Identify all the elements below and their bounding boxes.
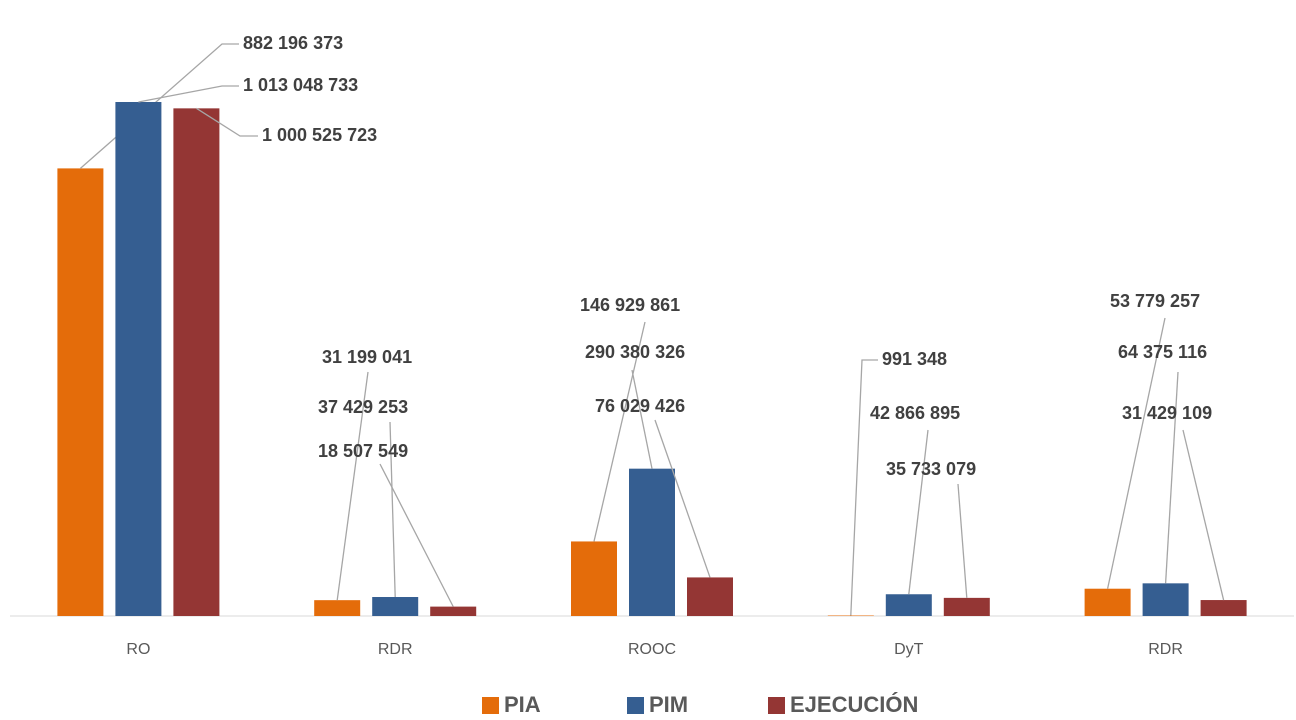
legend-label: EJECUCIÓN (790, 692, 918, 717)
data-label: 53 779 257 (1110, 291, 1200, 311)
data-label: 146 929 861 (580, 295, 680, 315)
legend-label: PIM (649, 692, 688, 717)
x-tick-label: ROOC (628, 641, 676, 658)
data-label: 18 507 549 (318, 441, 408, 461)
bar (173, 108, 219, 616)
leader-line (1183, 430, 1224, 600)
bar (372, 597, 418, 616)
bar (571, 541, 617, 616)
bar (828, 615, 874, 616)
leader-line (138, 86, 239, 102)
data-label: 64 375 116 (1118, 342, 1207, 362)
data-label: 37 429 253 (318, 397, 408, 417)
leader-line (632, 370, 652, 469)
data-label: 882 196 373 (243, 33, 343, 53)
bar (1143, 583, 1189, 616)
bar (314, 600, 360, 616)
legend-label: PIA (504, 692, 541, 717)
legend-swatch (627, 697, 644, 714)
data-label: 42 866 895 (870, 403, 960, 423)
data-label: 1 000 525 723 (262, 125, 377, 145)
bar (1085, 589, 1131, 616)
bar (115, 102, 161, 616)
x-tick-label: RDR (378, 641, 413, 658)
bar (57, 168, 103, 616)
data-label: 1 013 048 733 (243, 75, 358, 95)
chart: RO RDR ROOC DyT RDR 882 196 373 31 199 041 146 … (0, 0, 1296, 720)
data-label: 991 348 (882, 349, 947, 369)
leader-line (380, 464, 453, 607)
bar (1201, 600, 1247, 616)
data-label: 35 733 079 (886, 459, 976, 479)
bar (629, 469, 675, 616)
bar (430, 607, 476, 616)
leader-line (909, 430, 928, 594)
data-label: 31 199 041 (322, 347, 412, 367)
data-label: 76 029 426 (595, 396, 685, 416)
x-tick-label: RO (126, 641, 150, 658)
legend-swatch (768, 697, 785, 714)
legend-swatch (482, 697, 499, 714)
data-label: 31 429 109 (1122, 403, 1212, 423)
x-tick-label: RDR (1148, 641, 1183, 658)
leader-line (851, 360, 878, 615)
leader-line (958, 484, 967, 598)
x-tick-label: DyT (894, 641, 924, 658)
bar (886, 594, 932, 616)
data-label: 290 380 326 (585, 342, 685, 362)
bar (687, 577, 733, 616)
bar (944, 598, 990, 616)
